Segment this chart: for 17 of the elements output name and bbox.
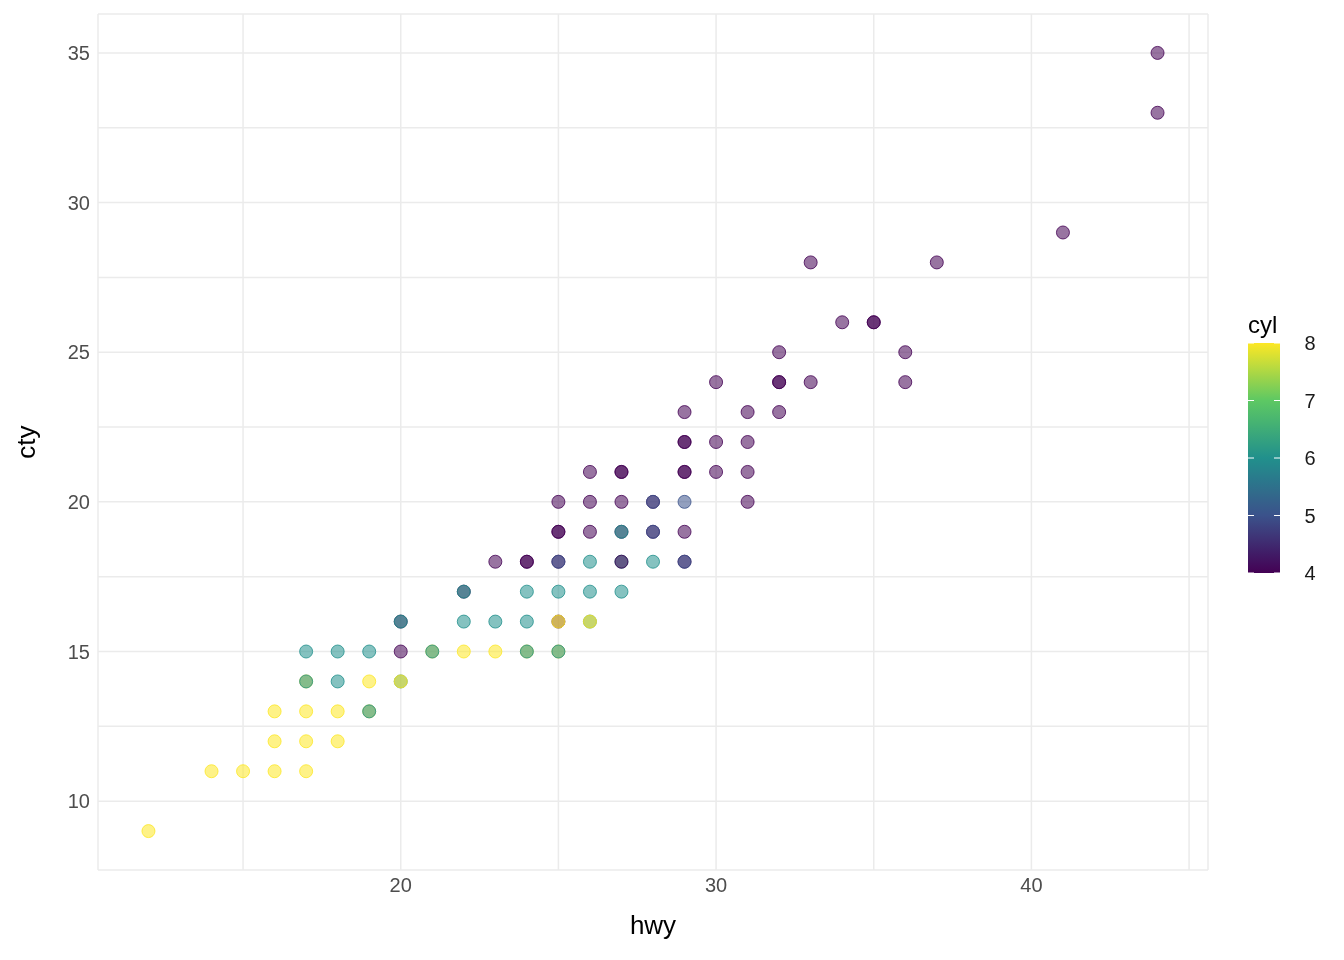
color-bar-label: 6 [1304, 447, 1316, 469]
color-bar-label: 4 [1304, 562, 1316, 584]
y-tick-label: 35 [67, 42, 90, 65]
color-bar-label: 8 [1304, 332, 1316, 354]
y-tick-label: 25 [67, 341, 90, 364]
color-bar-label: 5 [1304, 504, 1316, 527]
y-tick-label: 10 [67, 790, 90, 813]
y-tick-label: 20 [67, 490, 90, 513]
x-tick-label: 40 [1020, 874, 1043, 897]
y-axis-title: cty [11, 425, 42, 459]
x-axis-title: hwy [629, 910, 677, 940]
y-tick-label: 15 [67, 640, 90, 663]
color-bar-title: cyl [1248, 311, 1278, 338]
color-bar-label: 7 [1304, 389, 1316, 412]
x-tick-label: 20 [389, 874, 412, 897]
y-tick-label: 30 [67, 191, 90, 214]
x-tick-label: 30 [704, 874, 728, 897]
